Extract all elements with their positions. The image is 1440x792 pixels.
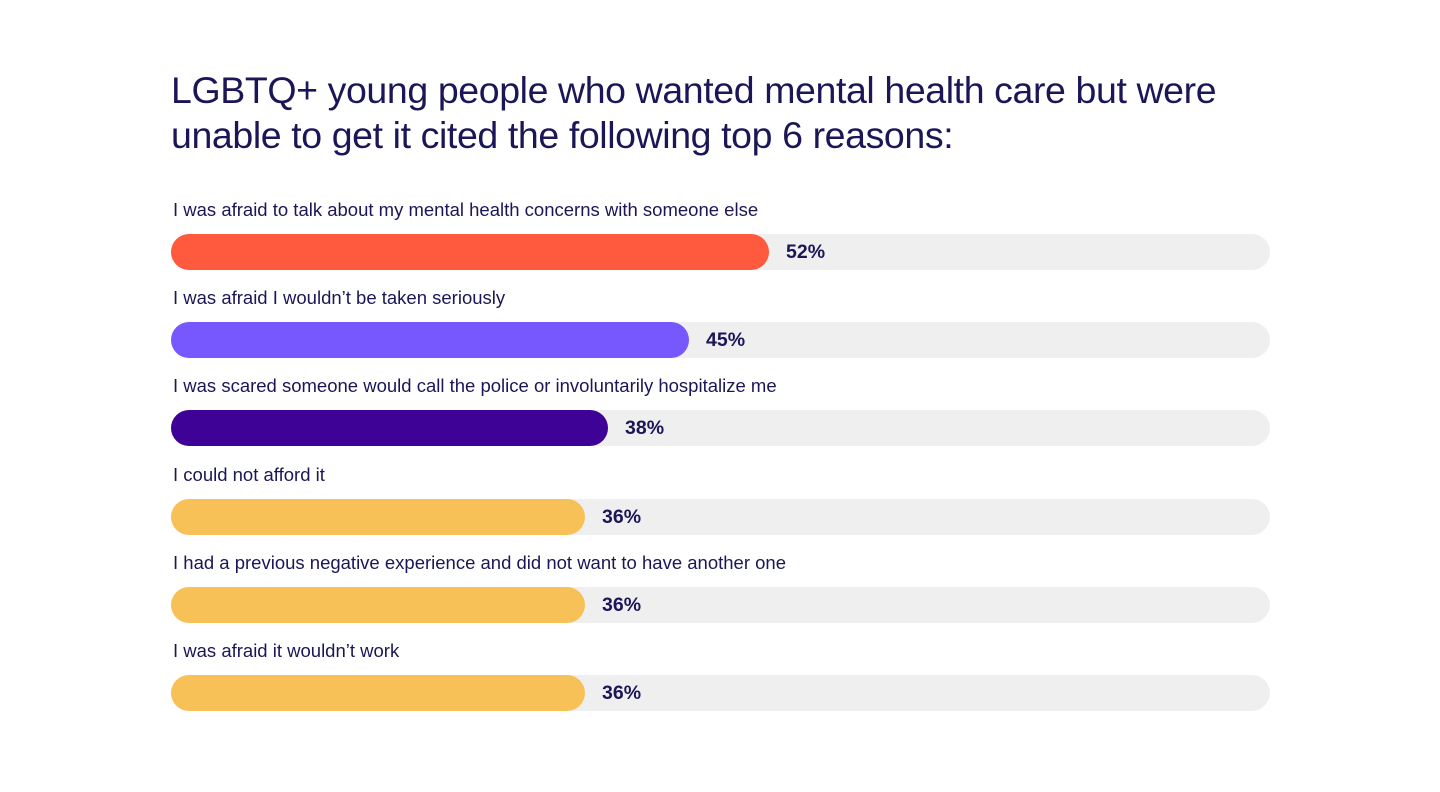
bar <box>171 675 585 711</box>
bar-track <box>171 586 1270 623</box>
bar-track <box>171 675 1270 711</box>
bar-track <box>171 410 1270 447</box>
bar-row: I had a previous negative experience and… <box>171 551 1270 628</box>
bar-row: I could not afford it 36% <box>171 463 1270 540</box>
value-label: 36% <box>602 593 642 616</box>
category-label: I had a previous negative experience and… <box>173 551 786 573</box>
value-label: 38% <box>625 417 665 440</box>
bar <box>171 410 608 447</box>
category-label: I was afraid to talk about my mental hea… <box>173 199 759 220</box>
value-label: 52% <box>786 241 826 263</box>
bar <box>171 322 689 359</box>
bar-row: I was afraid I wouldn’t be taken serious… <box>171 286 1270 363</box>
value-label: 36% <box>602 505 642 528</box>
bar-track <box>171 322 1270 359</box>
bar-track <box>171 234 1270 270</box>
bar <box>171 234 769 270</box>
bar-row: I was scared someone would call the poli… <box>171 374 1270 451</box>
bar-track <box>171 498 1270 535</box>
category-label: I could not afford it <box>173 463 325 485</box>
bar-row: I was afraid it wouldn’t work 36% <box>171 639 1270 716</box>
bar <box>171 498 585 535</box>
chart-title: LGBTQ+ young people who wanted mental he… <box>171 69 1217 156</box>
category-label: I was afraid I wouldn’t be taken serious… <box>173 287 506 309</box>
value-label: 36% <box>602 682 642 704</box>
bar <box>171 586 585 623</box>
bar-row: I was afraid to talk about my mental hea… <box>171 198 1270 275</box>
category-label: I was scared someone would call the poli… <box>173 375 777 397</box>
value-label: 45% <box>706 329 746 352</box>
category-label: I was afraid it wouldn’t work <box>173 640 400 661</box>
